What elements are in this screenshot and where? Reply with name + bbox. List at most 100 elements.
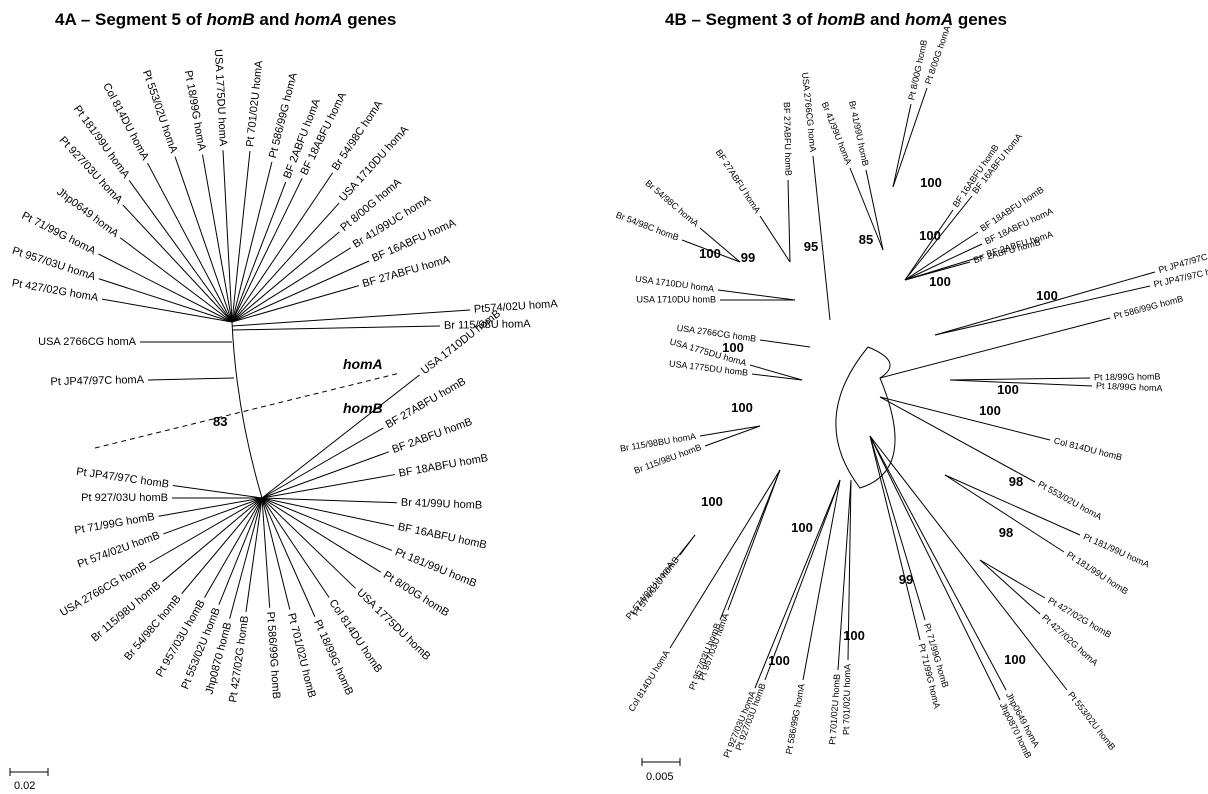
panel-b-title: 4B – Segment 3 of homB and homA genes <box>665 10 1007 29</box>
group-label-homa: homA <box>343 356 383 372</box>
panel-a-branch-pt-18-99g-homb <box>261 497 316 617</box>
panel-a-branch-pt-427-02g-homa <box>101 298 233 323</box>
panel-b-bootstrap: 100 <box>768 653 790 668</box>
panel-a-leaf-label: Pt 701/02U homA <box>244 59 265 147</box>
panel-b-bootstrap: 95 <box>804 239 818 254</box>
panel-a-branch-pt-553-02u-homa <box>174 156 233 323</box>
panel-b-branch-bf-2abfu-homb <box>904 261 971 281</box>
panel-b-bootstrap: 100 <box>701 494 723 509</box>
panel-b-branch-usa-1710du-homa <box>717 289 796 301</box>
panel-a-leaf-label: USA 2766CG homA <box>38 336 136 348</box>
panel-a-branch-pt-957-03u-homb <box>204 497 263 598</box>
panel-a-branch-br-54-98c-homb <box>181 497 263 595</box>
panel-a-branch-bf-27abfu-homa <box>231 285 360 323</box>
panel-b-branch-pt-574-02u-homa <box>674 534 696 561</box>
panel-b-leaf-label: Br 54/98C homB <box>614 210 680 243</box>
panel-b-leaf-label: Br 54/98C homA <box>643 178 700 229</box>
panel-b-branch-pt-8-00g-homa <box>892 87 928 188</box>
panel-a-branch-pt574-02u-homa <box>231 309 471 327</box>
panel-b-leaf-label: BF 27ABFU homA <box>714 148 763 215</box>
panel-a-branch-bf-18abfu-homa <box>231 177 303 323</box>
panel-a-leaf-label: Pt 927/03U homB <box>81 492 168 504</box>
panel-b-branch-pt-71-99g-homb <box>869 435 926 621</box>
panel-b-leaf-label: BF 2ABFU homB <box>972 237 1041 265</box>
panel-a-branch-pt-181-99u-homa <box>128 180 233 323</box>
panel-a-leaf-label: Pt 71/99G homB <box>74 511 156 537</box>
panel-a-branch-br-115-98u-homa <box>231 325 441 331</box>
panel-b-bootstrap: 100 <box>699 246 721 261</box>
panel-a-branch-jhp0870-homb <box>229 497 263 619</box>
panel-a-leaf-label: Br 41/99U homB <box>401 497 483 512</box>
panel-b-branch-pt-586-99g-homb <box>879 317 1111 379</box>
panel-a-branch-pt-574-02u-homb <box>163 497 263 535</box>
panel-a-branch-br-54-98c-homa <box>231 172 334 323</box>
panel-b-branch-br-41-99u-homb <box>865 169 884 251</box>
panel-b-bootstrap: 99 <box>899 572 913 587</box>
panel-b-leaf-label: Pt 553/02U homB <box>1066 690 1117 752</box>
panel-a-leaf-label: Pt 18/99G homA <box>182 69 208 152</box>
panel-b-bootstrap: 100 <box>997 382 1019 397</box>
panel-b-branch-br-54-98c-homa <box>699 227 741 263</box>
panel-b-branch-bf-16abfu-homa <box>904 195 973 281</box>
panel-a-branch-pt-71-99g-homa <box>98 253 233 323</box>
panel-a-branch-usa-1775du-homb <box>261 497 356 589</box>
panel-b-leaf-label: Pt 8/00G homA <box>923 24 952 85</box>
panel-a-branch-col-814du-homb <box>261 497 330 598</box>
panel-b-tree: 4B – Segment 3 of homB and homA genes Pt… <box>614 10 1208 783</box>
panel-b-leaf-label: Col 814DU homA <box>626 648 671 713</box>
panel-b-bootstrap: 100 <box>1036 288 1058 303</box>
panel-b-leaf-label: BF 27ABFU homB <box>782 102 794 176</box>
panel-a-leaf-label: USA 1710DU homB <box>419 308 503 377</box>
panel-b-branch-pt-427-02g-homb <box>979 559 1046 599</box>
panel-b-leaf-label: Col 814DU homB <box>1053 436 1123 463</box>
panel-b-branch-pt-427-02g-homa <box>979 559 1041 615</box>
panel-b-branch-br-41-99u-homa <box>849 167 884 251</box>
panel-b-branch-pt-18-99g-homa <box>949 379 1093 387</box>
panel-a-leaf-label: Pt574/02U homA <box>474 298 559 316</box>
panel-a-leaf-label: Pt JP47/97C homB <box>75 466 169 491</box>
panel-a-branch-pt-8-00g-homb <box>261 497 381 573</box>
panel-b-branch-pt-18-99g-homb <box>949 377 1091 381</box>
panel-b-branch-col-814du-homa <box>669 469 781 649</box>
panel-a-branch-pt-427-02g-homb <box>245 497 263 612</box>
panel-a-leaf-label: Pt 427/02G homA <box>11 277 100 304</box>
panel-b-branch-usa-2766cg-homa <box>812 155 831 321</box>
panel-b-bootstrap: 100 <box>722 340 744 355</box>
panel-b-branch-pt-jp47-97c-homa <box>934 271 1156 336</box>
panel-a-branch-col-814du-homa <box>147 162 233 323</box>
panel-a-branch-pt-18-99g-homa <box>201 154 233 323</box>
panel-b-branch-br-115-98bu-homa <box>699 425 761 437</box>
panel-a-branch-pt-586-99g-homb <box>261 497 271 608</box>
panel-b-branch-pt-181-99u-homa <box>944 474 1081 536</box>
panel-a-scale-label: 0.02 <box>14 780 35 792</box>
panel-a-branch-jhp0649-homa <box>119 237 233 323</box>
panel-b-leaf-label: Pt 701/02U homA <box>841 664 852 735</box>
panel-b-bootstrap: 99 <box>741 250 755 265</box>
panel-b-branch-usa-1775du-homa <box>749 364 803 381</box>
panel-a-branch-pt-927-03u-homa <box>122 204 233 323</box>
panel-b-leaf-label: Pt 586/99G homA <box>784 683 807 755</box>
panel-b-branch-pt-927-03u-homb <box>764 479 841 681</box>
panel-a-leaf-label: Pt JP47/97C homA <box>50 374 144 388</box>
panel-b-branch-bf-18abfu-homb <box>904 231 979 281</box>
panel-b-leaf-label: USA 1710DU homA <box>635 274 715 294</box>
panel-a-leaf-label: BF 16ABFU homB <box>397 521 488 552</box>
panel-b-branch-jhp0870-homb <box>869 435 1001 701</box>
panel-b-bootstrap: 100 <box>843 628 865 643</box>
panel-a-branch-pt-957-03u-homa <box>98 278 233 323</box>
panel-a-branch-usa-1710du-homa <box>231 202 340 323</box>
panel-b-branch-bf-18abfu-homa <box>904 243 983 281</box>
panel-b-bootstrap: 100 <box>919 228 941 243</box>
panel-a-leaf-label: USA 1775DU homA <box>212 49 229 147</box>
panel-a-leaf-label: USA 1710DU homA <box>337 123 411 204</box>
panel-a-branch-bf-2abfu-homa <box>231 181 287 323</box>
panel-a-branch-usa-1775du-homa <box>222 150 233 323</box>
panel-a-branch-bf-27abfu-homb <box>261 427 384 499</box>
panel-b-leaf-label: Pt 18/99G homB <box>1094 371 1161 382</box>
panel-a-branch-pt-71-99g-homb <box>158 497 263 517</box>
panel-b-bootstrap: 98 <box>999 525 1013 540</box>
panel-b-branch-pt-957-03u-homa <box>727 469 781 611</box>
panel-a-backbone <box>231 321 263 499</box>
